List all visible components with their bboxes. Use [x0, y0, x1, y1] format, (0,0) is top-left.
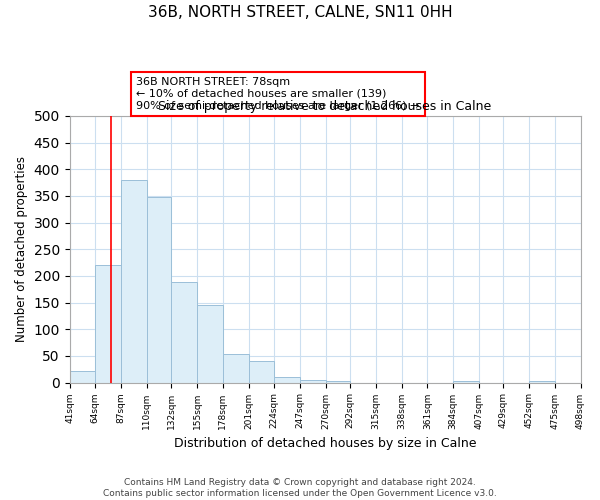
Bar: [326, 381, 350, 382]
Bar: [95, 265, 121, 382]
X-axis label: Distribution of detached houses by size in Calne: Distribution of detached houses by size …: [174, 437, 476, 450]
Bar: [529, 381, 555, 382]
Bar: [274, 377, 300, 382]
Text: 36B, NORTH STREET, CALNE, SN11 0HH: 36B, NORTH STREET, CALNE, SN11 0HH: [148, 5, 452, 20]
Bar: [197, 305, 223, 382]
Y-axis label: Number of detached properties: Number of detached properties: [15, 156, 28, 342]
Bar: [300, 380, 326, 382]
Bar: [70, 371, 95, 382]
Text: 36B NORTH STREET: 78sqm
← 10% of detached houses are smaller (139)
90% of semi-d: 36B NORTH STREET: 78sqm ← 10% of detache…: [136, 78, 419, 110]
Bar: [248, 361, 274, 382]
Bar: [121, 180, 147, 382]
Bar: [147, 197, 172, 382]
Bar: [172, 282, 197, 382]
Bar: [453, 381, 479, 382]
Title: Size of property relative to detached houses in Calne: Size of property relative to detached ho…: [158, 100, 492, 114]
Bar: [223, 354, 248, 382]
Text: Contains HM Land Registry data © Crown copyright and database right 2024.
Contai: Contains HM Land Registry data © Crown c…: [103, 478, 497, 498]
